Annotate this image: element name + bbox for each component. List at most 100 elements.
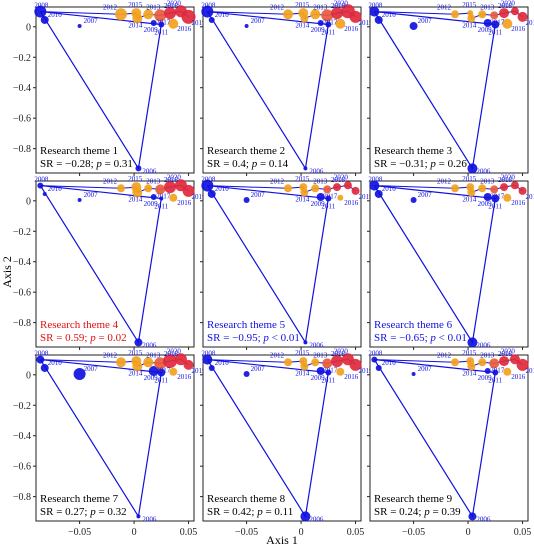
panel-5: 2006 2007 2008 2009 2010 2011 2012 2013 2014 2015… [200,173,373,350]
x-tick-label: −0.05 [402,527,425,538]
point-2011 [491,194,500,203]
x-tick-label: −0.05 [235,527,258,538]
panel-2: 2006 2007 2008 2009 2010 2011 2012 2013 2014 2015… [200,0,373,176]
point-2017 [489,358,500,369]
year-label-2008: 2008 [34,176,49,184]
point-2007 [73,368,86,381]
year-label-2014: 2014 [462,195,477,203]
year-label-2018: 2018 [164,350,179,358]
year-label-2010: 2010 [48,185,63,193]
year-label-2008: 2008 [368,176,383,184]
year-label-2009: 2009 [478,374,493,382]
point-2009 [483,192,492,201]
year-label-2017: 2017 [156,18,171,26]
year-label-2006: 2006 [142,515,157,523]
year-label-2015: 2015 [295,349,310,357]
point-2016 [502,18,513,29]
point-2008 [369,6,380,17]
y-tick-label: −0.4 [13,431,31,442]
year-label-2020: 2020 [501,0,516,7]
year-label-2011: 2011 [154,203,168,211]
point-2016 [335,18,346,29]
point-2020 [343,181,352,190]
point-2020 [174,5,187,18]
point-2011 [157,368,166,377]
point-2020 [509,354,520,365]
point-2020 [340,4,355,19]
year-label-2010: 2010 [215,185,230,193]
year-label-2017: 2017 [490,366,505,374]
panel-theme-title: Research theme 8 [207,493,286,505]
year-label-2020: 2020 [334,173,349,181]
point-2013 [311,358,320,367]
x-tick-label: 0 [132,527,137,538]
year-label-2018: 2018 [498,176,513,184]
trajectory-line [373,358,497,519]
trajectory-line [39,358,163,519]
point-2010 [375,364,382,371]
year-label-2010: 2010 [215,359,230,367]
year-label-2012: 2012 [437,177,452,185]
year-label-2008: 2008 [201,176,216,184]
point-2009 [317,19,324,26]
year-label-2019: 2019 [526,367,534,375]
year-label-2013: 2013 [480,177,495,185]
year-label-2015: 2015 [462,1,477,9]
point-2008 [201,5,214,18]
year-label-2012: 2012 [437,351,452,359]
point-2006 [135,165,142,172]
year-label-2009: 2009 [144,26,159,34]
point-2018 [164,7,177,20]
x-axis-label: Axis 1 [266,533,298,547]
year-label-2018: 2018 [164,176,179,184]
point-2011 [159,196,164,201]
x-tick-label: 0.05 [514,527,532,538]
year-label-2010: 2010 [48,359,63,367]
point-2017 [321,9,334,22]
point-2008 [36,355,45,364]
point-2016 [503,367,512,376]
point-2012 [116,184,125,193]
point-2006 [134,338,143,347]
year-label-2007: 2007 [84,17,99,25]
point-2007 [410,197,417,204]
point-2006 [468,512,477,521]
panel-theme-title: Research theme 9 [374,493,453,505]
year-label-2010: 2010 [382,185,397,193]
point-2018 [333,183,342,192]
year-label-2012: 2012 [103,3,118,11]
year-label-2006: 2006 [309,515,324,523]
year-label-2012: 2012 [270,177,285,185]
year-label-2013: 2013 [313,351,328,359]
trajectory-line [39,184,163,345]
y-tick-label: −0.4 [13,83,31,94]
year-label-2018: 2018 [331,2,346,10]
point-2016 [337,194,344,201]
panel-stat-label: SR = 0.24; p = 0.39 [374,506,461,518]
panel-frame [35,354,195,522]
point-2009 [148,365,159,376]
year-label-2010: 2010 [215,11,230,19]
year-label-2007: 2007 [251,191,266,199]
panel-frame [202,180,362,348]
year-label-2009: 2009 [478,26,493,34]
point-2011 [325,21,332,28]
point-2008 [202,354,213,365]
panel-stat-label: SR = −0.95; p < 0.01 [207,332,300,344]
year-label-2020: 2020 [167,173,182,181]
year-label-2014: 2014 [295,195,310,203]
point-2013 [478,358,487,367]
point-2019 [351,186,360,195]
panel-stat-label: SR = 0.59; p = 0.02 [40,332,127,344]
point-2015 [299,357,308,366]
year-label-2018: 2018 [331,176,346,184]
point-2007 [243,371,250,378]
point-2016 [336,367,345,376]
point-2013 [144,184,153,193]
panel-theme-title: Research theme 2 [207,145,285,157]
year-label-2006: 2006 [142,341,157,349]
point-2010 [40,15,49,24]
panel-frame [35,6,195,174]
panel-frame [35,180,195,348]
year-label-2018: 2018 [164,2,179,10]
